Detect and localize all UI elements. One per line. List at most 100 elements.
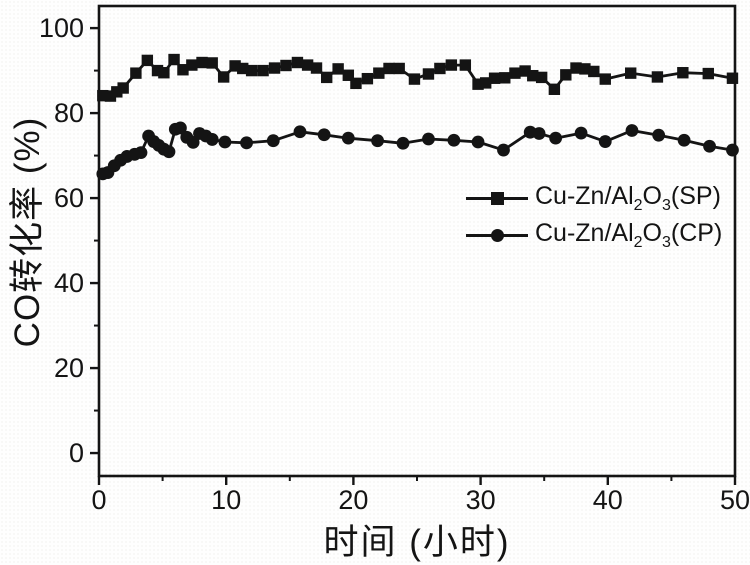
data-point-square — [535, 71, 548, 84]
data-point-circle — [134, 146, 148, 160]
data-point-circle — [293, 125, 307, 139]
data-point-circle — [341, 131, 355, 145]
x-tick-label: 40 — [593, 485, 623, 515]
y-tick-label: 20 — [54, 353, 84, 383]
data-point-square — [130, 67, 142, 79]
data-point-square — [361, 72, 374, 85]
legend-subscript: 3 — [662, 197, 671, 214]
data-point-square — [488, 72, 501, 84]
y-tick-label: 80 — [54, 98, 84, 128]
data-point-square — [245, 64, 258, 77]
data-point-circle — [726, 143, 739, 157]
data-point-square — [186, 59, 198, 71]
data-point-square — [599, 73, 611, 85]
data-point-square — [527, 69, 539, 82]
legend-text: O — [642, 219, 662, 247]
legend-text: Cu-Zn/Al — [535, 219, 634, 247]
data-point-square — [519, 65, 531, 77]
x-axis-title: 时间 (小时) — [323, 523, 511, 562]
data-point-square — [268, 62, 281, 74]
data-point-circle — [266, 134, 280, 148]
square-marker-icon — [490, 192, 504, 205]
circle-marker-icon — [490, 229, 504, 242]
data-point-circle — [677, 133, 691, 147]
data-point-square — [509, 67, 521, 79]
data-point-square — [177, 64, 189, 76]
data-point-square — [373, 67, 385, 79]
data-point-square — [196, 56, 208, 69]
data-point-circle — [625, 124, 639, 137]
data-point-square — [350, 77, 362, 90]
data-point-circle — [205, 133, 219, 146]
data-point-square — [217, 71, 230, 83]
legend-text: (CP) — [670, 219, 723, 247]
data-point-circle — [186, 136, 200, 149]
data-point-square — [280, 59, 292, 72]
data-point-circle — [471, 135, 485, 149]
legend-marker-cp — [466, 228, 528, 243]
data-point-square — [499, 72, 511, 84]
y-tick-label: 0 — [69, 438, 84, 468]
data-point-square — [472, 78, 484, 90]
data-point-square — [158, 67, 170, 79]
data-point-square — [651, 71, 664, 83]
data-point-square — [579, 63, 591, 75]
data-point-square — [624, 67, 637, 79]
data-point-circle — [218, 135, 232, 149]
data-point-square — [560, 69, 572, 81]
data-point-square — [445, 59, 458, 71]
data-point-square — [434, 62, 446, 75]
data-point-circle — [422, 132, 435, 146]
data-point-circle — [240, 136, 253, 150]
data-point-square — [97, 89, 109, 102]
plot-frame — [97, 4, 737, 478]
data-point-square — [168, 53, 180, 66]
data-point-square — [206, 57, 218, 69]
legend-marker-sp — [466, 191, 528, 206]
data-point-square — [291, 56, 304, 69]
data-point-square — [332, 63, 344, 75]
x-tick-label: 0 — [91, 485, 106, 515]
data-point-square — [588, 65, 600, 78]
x-tick-label: 50 — [720, 485, 750, 515]
legend-subscript: 3 — [662, 234, 671, 251]
legend: Cu-Zn/Al2O3(SP) Cu-Zn/Al2O3(CP) — [466, 180, 722, 254]
data-point-circle — [598, 135, 612, 148]
data-point-square — [383, 62, 395, 75]
data-point-square — [702, 67, 714, 80]
y-tick-label: 100 — [39, 13, 84, 43]
data-point-circle — [162, 145, 176, 159]
legend-label-cp: Cu-Zn/Al2O3(CP) — [535, 219, 722, 252]
data-point-square — [151, 64, 164, 77]
x-tick-label: 10 — [211, 485, 241, 515]
data-point-square — [320, 71, 333, 84]
data-point-circle — [174, 121, 187, 135]
y-tick-label: 40 — [54, 268, 84, 298]
data-point-square — [479, 77, 492, 89]
data-point-square — [570, 62, 582, 74]
data-point-circle — [532, 127, 546, 140]
data-point-square — [301, 59, 314, 71]
data-point-square — [393, 62, 405, 75]
data-point-circle — [317, 128, 331, 142]
data-point-square — [111, 86, 123, 98]
data-point-circle — [703, 139, 716, 153]
data-point-circle — [574, 126, 588, 140]
data-point-square — [117, 82, 129, 94]
legend-label-sp: Cu-Zn/Al2O3(SP) — [535, 182, 721, 215]
data-point-circle — [549, 131, 563, 145]
legend-text: Cu-Zn/Al — [535, 182, 634, 210]
data-point-square — [342, 69, 355, 81]
y-tick-label: 60 — [54, 183, 84, 213]
data-point-square — [548, 83, 561, 95]
data-point-square — [459, 59, 472, 71]
data-point-circle — [396, 136, 410, 150]
data-point-square — [677, 67, 689, 79]
data-point-square — [726, 72, 739, 84]
data-point-square — [237, 62, 249, 75]
data-point-square — [141, 54, 154, 67]
legend-item-sp: Cu-Zn/Al2O3(SP) — [466, 180, 722, 217]
data-point-square — [422, 68, 435, 80]
